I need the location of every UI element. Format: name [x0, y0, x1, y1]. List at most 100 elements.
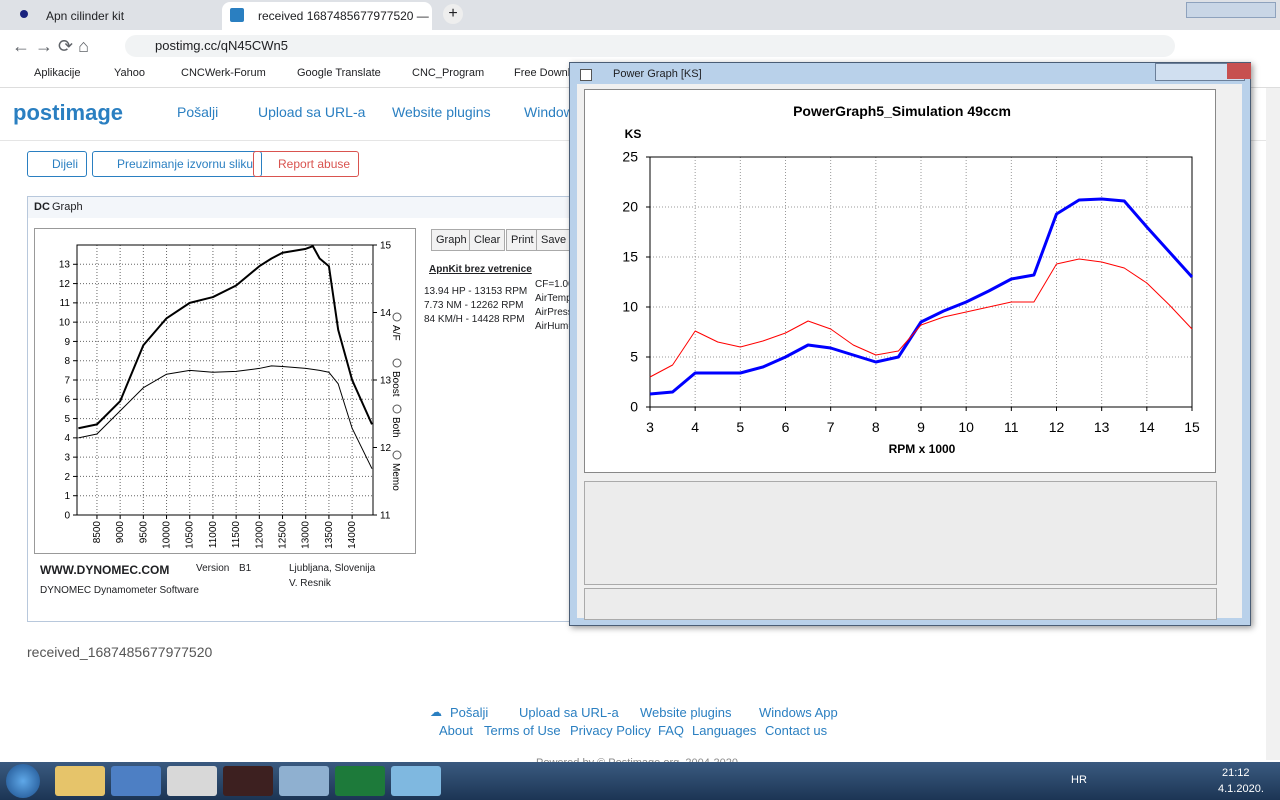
y-tick-label: 5: [630, 349, 638, 365]
footer-link[interactable]: Terms of Use: [484, 723, 561, 738]
logo[interactable]: postimage: [13, 100, 124, 125]
new-tab-button[interactable]: +: [443, 4, 463, 24]
download-button[interactable]: Preuzimanje izvornu sliku: [92, 151, 263, 177]
chart-title: PowerGraph5_Simulation 49ccm: [793, 103, 1011, 119]
radio-label: Both: [390, 417, 401, 438]
window-icon: DC: [34, 201, 50, 213]
address-field[interactable]: [125, 35, 1175, 57]
footer-icon: ☁: [430, 705, 442, 719]
footer-link[interactable]: Website plugins: [640, 705, 732, 720]
clock-time[interactable]: 21:12: [1222, 767, 1250, 779]
nav-link[interactable]: Window: [524, 104, 574, 120]
x-tick-label: 9: [917, 419, 925, 435]
bookmark[interactable]: CNC_Program: [412, 67, 485, 79]
close-button[interactable]: [1227, 63, 1251, 79]
y-tick-label: 13: [59, 260, 71, 271]
footer-link[interactable]: Languages: [692, 723, 757, 738]
x-tick-label: 3: [646, 419, 654, 435]
taskbar-app[interactable]: [55, 766, 105, 796]
series-line: [78, 365, 373, 469]
run-title: ApnKit brez vetrenice: [429, 264, 532, 275]
start-button[interactable]: [6, 764, 40, 798]
y-tick-label: 20: [622, 199, 638, 215]
bookmark[interactable]: Yahoo: [114, 67, 145, 79]
condition: AirHum=: [535, 321, 575, 332]
y-tick-label: 11: [60, 298, 71, 309]
radio[interactable]: [392, 358, 402, 368]
dyno-chart: 8500 9000 9500 10000 10500 11000 11500 12000 125…: [59, 240, 402, 549]
y-tick-label: 2: [64, 472, 70, 483]
bookmark[interactable]: Free Downl: [514, 67, 571, 79]
series-line: [649, 258, 1193, 378]
bookmark[interactable]: CNCWerk-Forum: [181, 67, 266, 79]
footer-link[interactable]: About: [439, 723, 473, 738]
condition: AirPress: [535, 307, 573, 318]
x-tick-label: 9000: [115, 521, 126, 544]
report-button[interactable]: Report abuse: [253, 151, 360, 177]
taskbar-app[interactable]: [279, 766, 329, 796]
language[interactable]: HR: [1071, 774, 1087, 786]
graph-button[interactable]: Graph: [431, 229, 472, 251]
tab[interactable]: received 1687485677977520 — P: [222, 2, 432, 30]
bookmark[interactable]: Google Translate: [297, 67, 381, 79]
series-line: [649, 197, 1194, 396]
footer-link[interactable]: Privacy Policy: [570, 723, 651, 738]
footer-link[interactable]: Upload sa URL-a: [519, 705, 619, 720]
x-axis-label: RPM x 1000: [889, 442, 956, 456]
nav-link[interactable]: Upload sa URL-a: [258, 104, 366, 120]
y-tick-label: 1: [64, 491, 70, 502]
bookmark[interactable]: Aplikacije: [34, 67, 81, 79]
y-tick-label: 15: [622, 249, 638, 265]
graph-title: Graph: [52, 201, 83, 213]
x-tick-label: 15: [1184, 419, 1200, 435]
y2-tick-label: 13: [380, 375, 392, 386]
taskbar-app[interactable]: [391, 766, 441, 796]
nav-link[interactable]: Pošalji: [177, 104, 219, 120]
radio[interactable]: [392, 450, 402, 460]
x-tick-label: 14000: [347, 521, 358, 549]
radio[interactable]: [392, 404, 402, 414]
y-tick-label: 3: [64, 452, 70, 463]
footer-link[interactable]: Contact us: [765, 723, 828, 738]
x-tick-label: 6: [782, 419, 790, 435]
software: DYNOMEC Dynamometer Software: [40, 585, 199, 596]
scrollbar[interactable]: [1266, 88, 1280, 760]
footer-link[interactable]: Windows App: [759, 705, 838, 720]
footer-link[interactable]: Pošalji: [450, 705, 489, 720]
version: B1: [239, 563, 252, 574]
y-tick-label: 25: [622, 149, 638, 165]
x-tick-label: 12: [1049, 419, 1065, 435]
url[interactable]: postimg.cc/qN45CWn5: [155, 38, 288, 53]
taskbar-app[interactable]: [223, 766, 273, 796]
y2-tick-label: 15: [380, 240, 392, 251]
x-tick-label: 14: [1139, 419, 1155, 435]
print-button[interactable]: Print: [506, 229, 539, 251]
window-controls[interactable]: [1186, 2, 1276, 18]
taskbar-app[interactable]: [167, 766, 217, 796]
y-tick-label: 10: [622, 299, 638, 315]
y-tick-label: 9: [64, 337, 70, 348]
radio-label: Boost: [390, 371, 401, 397]
condition: CF=1.00: [535, 279, 574, 290]
nav-link[interactable]: Website plugins: [392, 104, 491, 120]
nav-buttons[interactable]: ← → ⟳ ⌂: [12, 36, 89, 56]
x-tick-label: 5: [736, 419, 744, 435]
y-tick-label: 0: [64, 510, 70, 521]
clear-button[interactable]: Clear: [469, 229, 506, 251]
x-tick-label: 12500: [278, 521, 289, 549]
author: V. Resnik: [289, 578, 331, 589]
power-chart: PowerGraph5_Simulation 49ccm KS RPM x 10…: [584, 89, 1216, 473]
taskbar-app[interactable]: [335, 766, 385, 796]
clock-date[interactable]: 4.1.2020.: [1218, 783, 1264, 795]
tab[interactable]: Apn cilinder kit: [10, 2, 220, 30]
share-button[interactable]: Dijeli: [27, 151, 88, 177]
stat: 7.73 NM - 12262 RPM: [424, 300, 524, 311]
footer-link[interactable]: FAQ: [658, 723, 685, 738]
taskbar-app[interactable]: [111, 766, 161, 796]
radio[interactable]: [392, 312, 402, 322]
x-tick-label: 12000: [254, 521, 265, 549]
y-tick-label: 8: [64, 356, 70, 367]
location: Ljubljana, Slovenija: [289, 563, 376, 574]
x-tick-label: 8500: [92, 521, 103, 544]
